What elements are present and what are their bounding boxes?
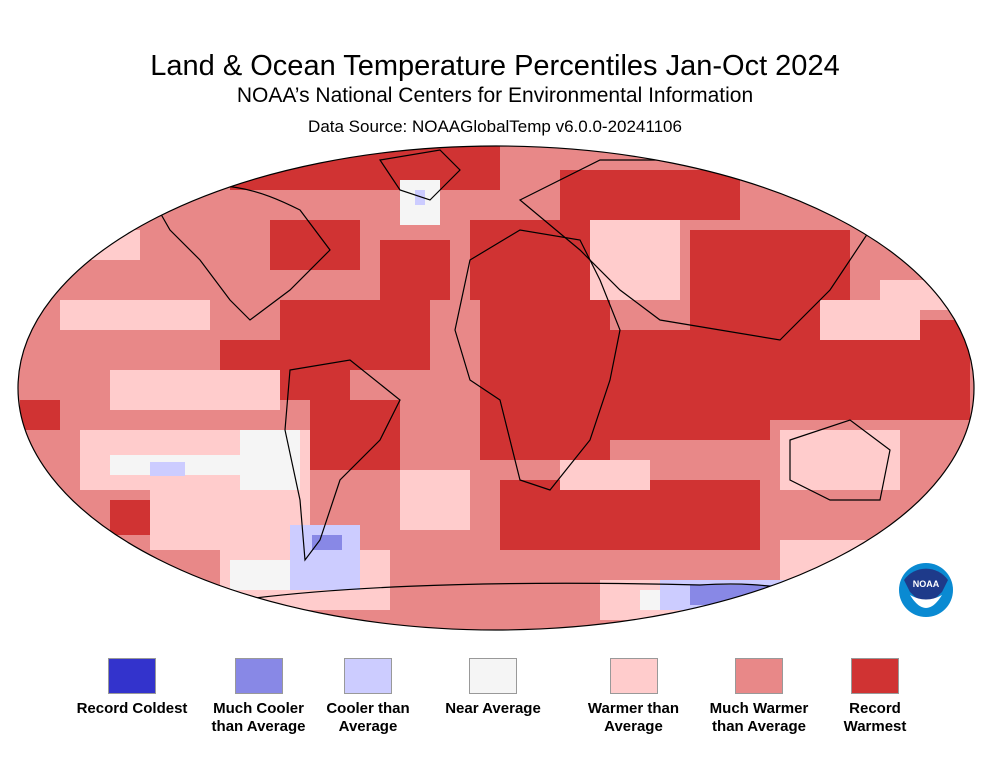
legend-item-near-average: Near Average <box>443 658 543 718</box>
legend-label: Much Warmer than Average <box>709 700 809 735</box>
legend-label: Record Warmest <box>843 700 907 735</box>
legend-item-record-coldest: Record Coldest <box>67 658 197 718</box>
noaa-logo: NOAA <box>898 562 954 623</box>
map-subtitle: NOAA’s National Centers for Environmenta… <box>236 84 754 107</box>
legend-swatch <box>344 658 392 694</box>
legend-item-much-cooler: Much Cooler than Average <box>196 658 321 736</box>
map-title: Land & Ocean Temperature Percentiles Jan… <box>150 50 840 82</box>
legend-swatch <box>735 658 783 694</box>
legend-label: Record Coldest <box>76 700 188 717</box>
legend-label: Near Average <box>445 700 541 717</box>
legend-swatch <box>234 658 283 694</box>
legend-label: Warmer than Average <box>587 700 680 735</box>
legend-swatch <box>851 658 899 694</box>
legend-item-warmer: Warmer than Average <box>576 658 691 736</box>
legend-label: Much Cooler than Average <box>211 700 306 735</box>
data-source: Data Source: NOAAGlobalTemp v6.0.0-20241… <box>308 117 682 136</box>
legend-item-much-warmer: Much Warmer than Average <box>704 658 814 736</box>
legend-item-record-warmest: Record Warmest <box>830 658 920 736</box>
legend-item-cooler: Cooler than Average <box>318 658 418 736</box>
legend-swatch <box>609 658 658 694</box>
noaa-logo-text: NOAA <box>913 579 940 589</box>
legend-label: Cooler than Average <box>326 700 410 735</box>
legend-swatch <box>469 658 517 694</box>
legend-swatch <box>108 658 156 694</box>
record-warmest-regions <box>20 146 970 550</box>
map-border <box>17 145 975 631</box>
